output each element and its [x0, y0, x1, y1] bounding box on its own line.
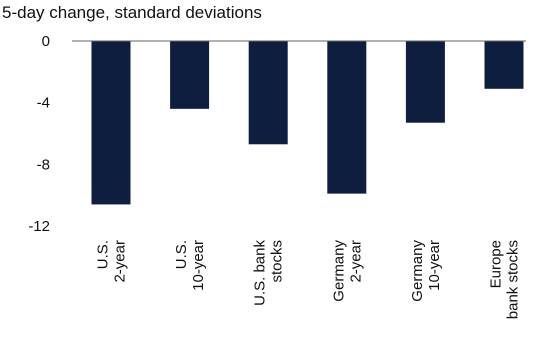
y-axis-title: 5-day change, standard deviations	[2, 3, 262, 22]
category-label-line: stocks	[269, 240, 286, 283]
bar	[405, 41, 445, 123]
y-axis-ticks: 0 -4 -8 -12	[28, 33, 50, 235]
bars	[91, 41, 524, 205]
category-label-line: U.S. bank	[252, 240, 269, 306]
bar	[170, 41, 210, 109]
y-tick-label: -4	[37, 95, 50, 112]
y-tick-label: -12	[28, 218, 50, 235]
category-label: U.S. bankstocks	[252, 240, 286, 306]
category-labels: U.S.2-year U.S.10-year U.S. bankstocks Germ…	[95, 240, 522, 320]
category-label-line: Germany	[330, 240, 347, 302]
bar	[484, 41, 524, 89]
category-label-line: bank stocks	[505, 240, 522, 319]
bar	[327, 41, 367, 194]
category-label: Germany10-year	[409, 240, 443, 302]
y-tick-label: 0	[42, 33, 50, 50]
category-label-line: 2-year	[347, 240, 364, 283]
category-label-line: Germany	[409, 240, 426, 302]
y-tick-label: -8	[37, 156, 50, 173]
bar	[248, 41, 288, 145]
bar	[91, 41, 131, 205]
category-label-line: U.S.	[95, 240, 112, 269]
category-label-line: 10-year	[190, 240, 207, 291]
category-label: Europebank stocks	[488, 240, 522, 319]
category-label: U.S.10-year	[173, 240, 207, 291]
category-label-line: 10-year	[426, 240, 443, 291]
category-label: Germany2-year	[330, 240, 364, 302]
category-label-line: Europe	[488, 240, 505, 288]
category-label-line: U.S.	[173, 240, 190, 269]
category-label: U.S.2-year	[95, 240, 129, 283]
category-label-line: 2-year	[112, 240, 129, 283]
